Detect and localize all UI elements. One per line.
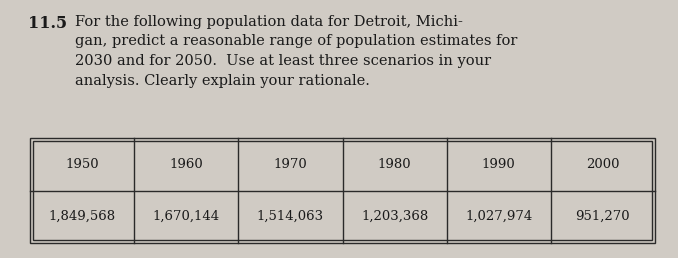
Text: 1,027,974: 1,027,974 (465, 210, 532, 223)
Text: analysis. Clearly explain your rationale.: analysis. Clearly explain your rationale… (75, 74, 370, 87)
Text: 1,514,063: 1,514,063 (257, 210, 324, 223)
Bar (30, 138, 655, 243)
Text: 1980: 1980 (378, 158, 412, 171)
Text: 951,270: 951,270 (576, 210, 631, 223)
Text: 1,670,144: 1,670,144 (153, 210, 220, 223)
Text: 1,203,368: 1,203,368 (361, 210, 428, 223)
Text: 2000: 2000 (586, 158, 620, 171)
Text: 2030 and for 2050.  Use at least three scenarios in your: 2030 and for 2050. Use at least three sc… (75, 54, 491, 68)
Text: 1990: 1990 (482, 158, 516, 171)
Text: 1,849,568: 1,849,568 (49, 210, 116, 223)
Text: 1960: 1960 (170, 158, 203, 171)
Text: 1970: 1970 (273, 158, 307, 171)
Text: 1950: 1950 (65, 158, 99, 171)
Text: 11.5: 11.5 (28, 15, 67, 32)
Bar (33, 141, 652, 240)
Text: For the following population data for Detroit, Michi-: For the following population data for De… (75, 15, 463, 29)
Text: gan, predict a reasonable range of population estimates for: gan, predict a reasonable range of popul… (75, 35, 517, 49)
